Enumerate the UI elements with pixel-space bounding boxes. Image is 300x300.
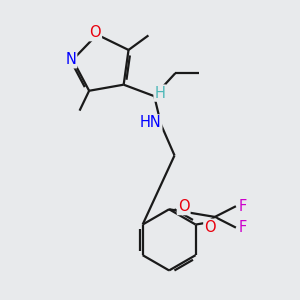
Text: O: O	[89, 25, 101, 40]
Text: O: O	[204, 220, 216, 235]
Text: H: H	[154, 85, 165, 100]
Text: HN: HN	[140, 116, 161, 130]
Text: N: N	[65, 52, 76, 67]
Text: F: F	[239, 199, 247, 214]
Text: F: F	[239, 220, 247, 235]
Text: O: O	[178, 199, 190, 214]
